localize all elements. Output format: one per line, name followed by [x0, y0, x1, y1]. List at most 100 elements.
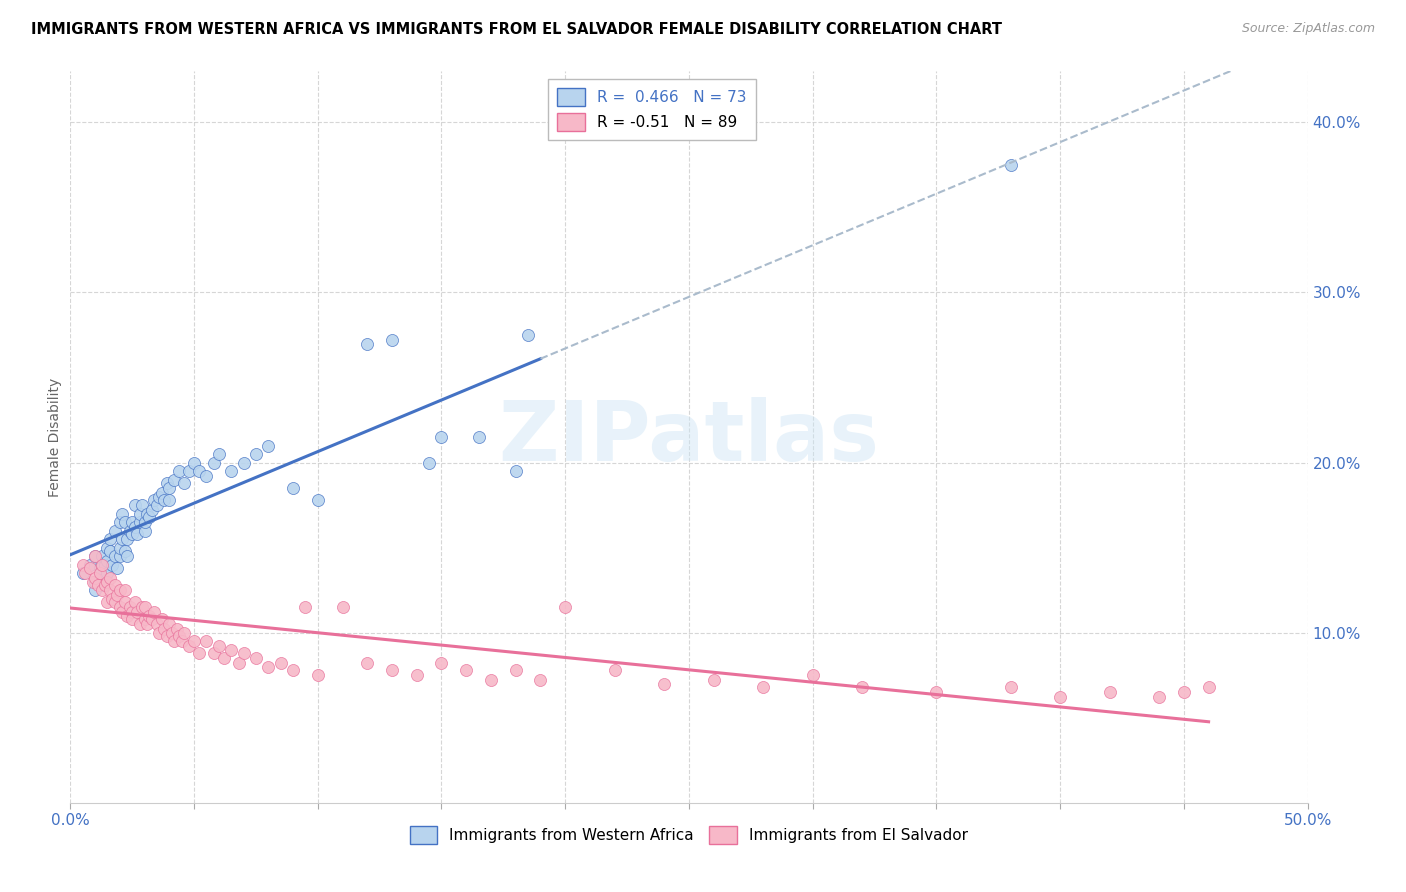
Point	[418, 456, 440, 470]
Point	[603, 663, 626, 677]
Point	[219, 642, 242, 657]
Point	[167, 629, 190, 643]
Point	[381, 333, 404, 347]
Point	[166, 622, 188, 636]
Point	[208, 640, 231, 654]
Point	[104, 578, 127, 592]
Point	[150, 486, 173, 500]
Point	[138, 510, 160, 524]
Point	[127, 527, 149, 541]
Point	[173, 475, 195, 490]
Point	[430, 430, 453, 444]
Point	[105, 588, 128, 602]
Point	[104, 595, 127, 609]
Point	[281, 663, 304, 677]
Point	[118, 524, 141, 538]
Point	[134, 515, 156, 529]
Point	[160, 625, 183, 640]
Point	[94, 578, 117, 592]
Point	[134, 612, 156, 626]
Point	[307, 668, 329, 682]
Text: ZIPatlas: ZIPatlas	[499, 397, 879, 477]
Point	[91, 549, 114, 563]
Point	[114, 595, 136, 609]
Point	[430, 657, 453, 671]
Point	[108, 583, 131, 598]
Point	[467, 430, 489, 444]
Point	[118, 600, 141, 615]
Y-axis label: Female Disability: Female Disability	[48, 377, 62, 497]
Point	[332, 600, 354, 615]
Point	[529, 673, 551, 688]
Point	[72, 558, 94, 572]
Point	[167, 464, 190, 478]
Point	[105, 561, 128, 575]
Point	[157, 493, 180, 508]
Point	[153, 493, 176, 508]
Point	[183, 456, 205, 470]
Point	[801, 668, 824, 682]
Point	[84, 583, 107, 598]
Point	[128, 507, 150, 521]
Point	[108, 549, 131, 563]
Point	[84, 571, 107, 585]
Point	[156, 475, 179, 490]
Point	[517, 328, 540, 343]
Point	[96, 574, 118, 589]
Point	[94, 558, 117, 572]
Point	[98, 583, 121, 598]
Point	[232, 646, 254, 660]
Point	[177, 464, 200, 478]
Point	[82, 574, 104, 589]
Point	[219, 464, 242, 478]
Point	[141, 503, 163, 517]
Point	[101, 558, 124, 572]
Point	[136, 507, 159, 521]
Point	[108, 515, 131, 529]
Point	[257, 439, 280, 453]
Point	[173, 625, 195, 640]
Point	[212, 651, 235, 665]
Point	[163, 473, 186, 487]
Point	[143, 493, 166, 508]
Point	[121, 605, 143, 619]
Point	[925, 685, 948, 699]
Point	[131, 600, 153, 615]
Point	[121, 515, 143, 529]
Point	[128, 515, 150, 529]
Point	[1098, 685, 1121, 699]
Point	[141, 612, 163, 626]
Point	[381, 663, 404, 677]
Point	[554, 600, 576, 615]
Point	[456, 663, 478, 677]
Point	[157, 617, 180, 632]
Point	[96, 554, 118, 568]
Point	[136, 617, 159, 632]
Point	[245, 651, 267, 665]
Point	[75, 566, 97, 581]
Point	[115, 549, 138, 563]
Point	[114, 515, 136, 529]
Point	[505, 663, 527, 677]
Point	[101, 591, 124, 606]
Point	[96, 541, 118, 555]
Point	[84, 549, 107, 563]
Point	[124, 595, 146, 609]
Point	[108, 541, 131, 555]
Point	[177, 640, 200, 654]
Point	[307, 493, 329, 508]
Text: Source: ZipAtlas.com: Source: ZipAtlas.com	[1241, 22, 1375, 36]
Point	[188, 464, 211, 478]
Point	[505, 464, 527, 478]
Point	[128, 617, 150, 632]
Point	[1049, 690, 1071, 705]
Point	[98, 571, 121, 585]
Point	[270, 657, 292, 671]
Point	[232, 456, 254, 470]
Point	[228, 657, 250, 671]
Point	[84, 574, 107, 589]
Point	[79, 558, 101, 572]
Point	[86, 578, 108, 592]
Point	[115, 532, 138, 546]
Point	[150, 612, 173, 626]
